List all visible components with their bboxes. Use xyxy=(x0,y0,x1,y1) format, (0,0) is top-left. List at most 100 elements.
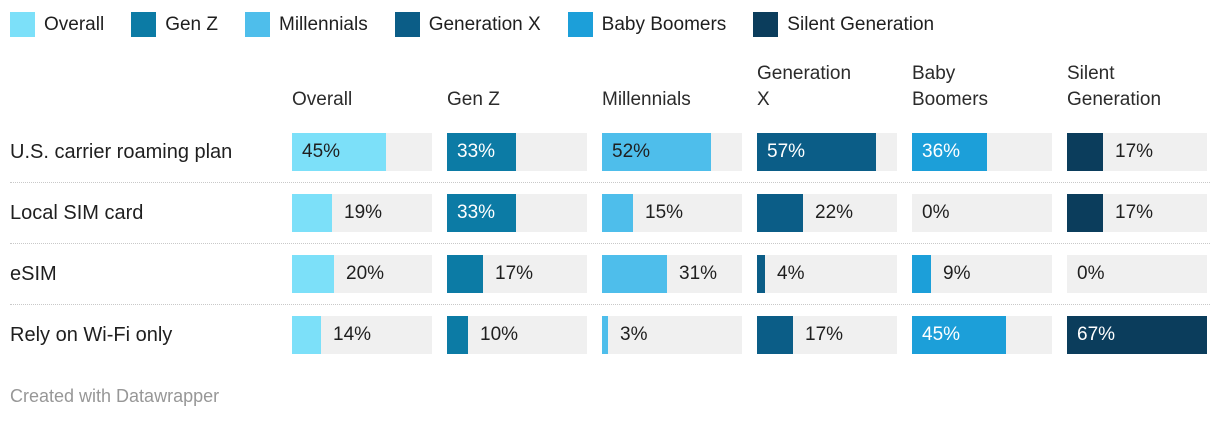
bar-generation-x xyxy=(757,255,765,293)
column-header-row: Overall Gen Z Millennials Generation X Baby … xyxy=(10,58,1210,122)
bar-gen-z xyxy=(447,255,483,293)
bar-overall xyxy=(292,255,334,293)
bar-baby-boomers xyxy=(912,316,1006,354)
bar-value-label: 57% xyxy=(767,141,806,162)
legend-label: Gen Z xyxy=(165,13,218,35)
bar-millennials xyxy=(602,255,667,293)
bar-value-label: 67% xyxy=(1077,324,1116,345)
bar-cell: 9% xyxy=(912,255,1052,293)
legend-label: Millennials xyxy=(279,13,368,35)
bar-generation-x xyxy=(757,316,793,354)
bar-track: 17% xyxy=(447,255,587,293)
column-header-millennials: Millennials xyxy=(602,89,691,110)
bar-cell: 67% xyxy=(1067,316,1207,354)
column-header-gen-z: Gen Z xyxy=(447,89,500,110)
bar-millennials xyxy=(602,133,711,171)
bar-cell: 17% xyxy=(757,316,897,354)
bar-table: U.S. carrier roaming plan 45% 33% 52% 57% 36%… xyxy=(10,122,1210,365)
bar-value-label: 31% xyxy=(679,263,718,284)
bar-value-label: 17% xyxy=(805,324,844,345)
bar-cell: 17% xyxy=(447,255,587,293)
bar-generation-x xyxy=(757,194,803,232)
bar-value-label: 19% xyxy=(344,202,383,223)
bar-cell: 31% xyxy=(602,255,742,293)
bar-value-label: 20% xyxy=(346,263,385,284)
bar-cell: 15% xyxy=(602,194,742,232)
bar-cell: 33% xyxy=(447,133,587,171)
bar-gen-z xyxy=(447,133,516,171)
column-header-generation-x: Generation X xyxy=(757,63,852,110)
bar-silent-generation xyxy=(1067,194,1103,232)
row-label: Rely on Wi-Fi only xyxy=(10,323,173,346)
bar-gen-z xyxy=(447,316,468,354)
bar-cell: 19% xyxy=(292,194,432,232)
legend-swatch-icon xyxy=(131,12,157,37)
bar-value-label: 45% xyxy=(922,324,961,345)
bar-value-label: 4% xyxy=(777,263,805,284)
datawrapper-credit: Created with Datawrapper xyxy=(10,386,220,406)
bar-track: 19% xyxy=(292,194,432,232)
legend-label: Baby Boomers xyxy=(601,13,727,35)
bar-value-label: 10% xyxy=(480,324,519,345)
bar-baby-boomers xyxy=(912,133,987,171)
bar-cell: 36% xyxy=(912,133,1052,171)
bar-value-label: 45% xyxy=(302,141,341,162)
bar-track: 33% xyxy=(447,194,587,232)
bar-cell: 57% xyxy=(757,133,897,171)
bar-cell: 14% xyxy=(292,316,432,354)
bar-millennials xyxy=(602,316,608,354)
bar-cell: 52% xyxy=(602,133,742,171)
table-row: Local SIM card 19% 33% 15% 22% 0% 17% xyxy=(10,183,1210,244)
bar-track: 20% xyxy=(292,255,432,293)
bar-track: 45% xyxy=(292,133,432,171)
table-row: Rely on Wi-Fi only 14% 10% 3% 17% 45% 67% xyxy=(10,305,1210,365)
row-label: U.S. carrier roaming plan xyxy=(10,140,233,163)
legend-item-gen-z: Gen Z xyxy=(131,12,218,37)
bar-cell: 22% xyxy=(757,194,897,232)
legend-item-millennials: Millennials xyxy=(245,12,368,37)
bar-value-label: 9% xyxy=(943,263,971,284)
bar-cell: 10% xyxy=(447,316,587,354)
legend-swatch-icon xyxy=(10,12,35,37)
bar-gen-z xyxy=(447,194,516,232)
bar-track: 4% xyxy=(757,255,897,293)
bar-cell: 3% xyxy=(602,316,742,354)
bar-millennials xyxy=(602,194,633,232)
bar-overall xyxy=(292,133,386,171)
legend-item-silent-generation: Silent Generation xyxy=(753,12,934,37)
bar-track: 22% xyxy=(757,194,897,232)
legend-swatch-icon xyxy=(753,12,779,37)
bar-track: 15% xyxy=(602,194,742,232)
bar-cell: 45% xyxy=(912,316,1052,354)
bar-cell: 17% xyxy=(1067,194,1207,232)
bar-track: 57% xyxy=(757,133,897,171)
row-label: eSIM xyxy=(10,262,57,285)
legend-item-baby-boomers: Baby Boomers xyxy=(567,12,727,37)
bar-value-label: 0% xyxy=(1077,263,1105,284)
bar-overall xyxy=(292,316,321,354)
bar-value-label: 22% xyxy=(815,202,854,223)
legend-label: Generation X xyxy=(428,13,541,35)
bar-track: 17% xyxy=(1067,133,1207,171)
bar-silent-generation xyxy=(1067,316,1207,354)
bar-cell: 4% xyxy=(757,255,897,293)
legend-swatch-icon xyxy=(245,12,270,37)
legend-swatch-icon xyxy=(394,12,420,37)
bar-value-label: 36% xyxy=(922,141,961,162)
bar-value-label: 33% xyxy=(457,141,496,162)
bar-track: 33% xyxy=(447,133,587,171)
bar-cell: 20% xyxy=(292,255,432,293)
legend-label: Overall xyxy=(44,13,105,35)
bar-track: 0% xyxy=(1067,255,1207,293)
bar-value-label: 17% xyxy=(1115,141,1154,162)
bar-cell: 45% xyxy=(292,133,432,171)
table-row: U.S. carrier roaming plan 45% 33% 52% 57% 36%… xyxy=(10,122,1210,183)
bar-track: 45% xyxy=(912,316,1052,354)
bar-value-label: 15% xyxy=(645,202,684,223)
bar-track: 52% xyxy=(602,133,742,171)
bar-track: 3% xyxy=(602,316,742,354)
bar-value-label: 17% xyxy=(495,263,534,284)
bar-track: 10% xyxy=(447,316,587,354)
bar-generation-x xyxy=(757,133,876,171)
